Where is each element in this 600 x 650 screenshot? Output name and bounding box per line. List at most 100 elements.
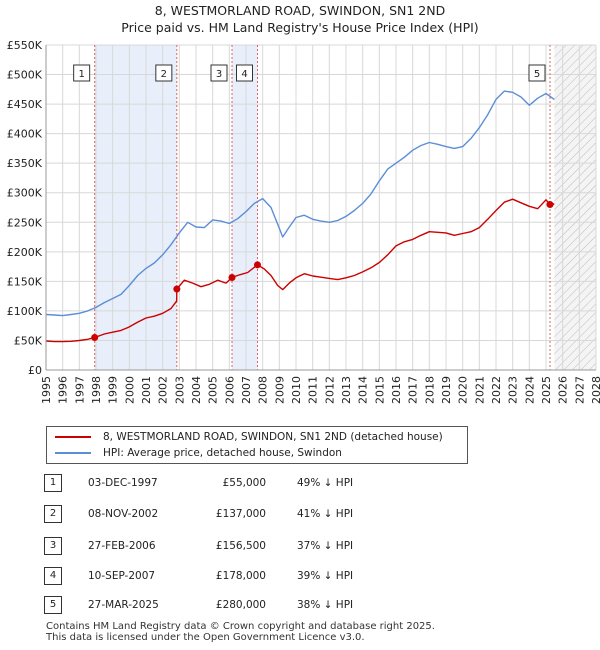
y-tick-label: £500K [7,69,43,82]
chart-legend: 8, WESTMORLAND ROAD, SWINDON, SN1 2ND (d… [46,426,468,464]
y-tick-label: £400K [7,128,43,141]
sale-point [228,274,236,282]
transaction-date: 08-NOV-2002 [88,508,159,520]
transaction-row: 5 27-MAR-2025 £280,000 38% ↓ HPI [0,596,600,616]
ownership-band [232,45,258,370]
legend-swatch-property [55,436,91,438]
transaction-price: £137,000 [215,508,266,520]
sale-label-number: 1 [78,69,84,80]
x-tick-label: 2018 [423,376,436,404]
transaction-date: 27-MAR-2025 [88,599,159,611]
x-tick-label: 2014 [357,376,370,404]
x-tick-label: 2001 [140,376,153,404]
y-tick-label: £300K [7,187,43,200]
transaction-hpi: 38% ↓ HPI [297,599,354,611]
legend-item-hpi: HPI: Average price, detached house, Swin… [55,445,342,461]
x-tick-label: 2017 [407,376,420,404]
price-chart: 1 2 3 4 5 £0 £50K £100K £150K £200K £250K £300K £35… [7,39,600,404]
sale-label-number: 4 [241,69,247,80]
transaction-number: 1 [44,474,62,492]
y-tick-label: £550K [7,39,43,52]
transaction-price: £280,000 [215,599,266,611]
legend-label-property: 8, WESTMORLAND ROAD, SWINDON, SN1 2ND (d… [103,431,443,443]
property-price-line [45,198,555,343]
x-tick-label: 2000 [123,376,136,404]
footer-attribution: Contains HM Land Registry data © Crown c… [46,621,435,643]
x-tick-label: 2020 [457,376,470,404]
x-tick-label: 2019 [440,376,453,404]
x-tick-label: 2027 [573,376,586,404]
y-tick-label: £350K [7,157,43,170]
x-tick-label: 2025 [540,376,553,404]
y-tick-label: £250K [7,216,43,229]
transaction-row: 4 10-SEP-2007 £178,000 39% ↓ HPI [0,567,600,587]
transaction-hpi: 37% ↓ HPI [297,540,354,552]
sale-label-number: 3 [216,69,222,80]
transaction-number: 4 [44,567,62,585]
x-tick-label: 1998 [90,376,103,404]
sale-label: 4 [236,64,253,82]
x-tick-label: 2010 [290,376,303,404]
footer-copyright: Contains HM Land Registry data © Crown c… [46,621,435,632]
sale-label-box [236,64,253,82]
sale-point [546,201,554,209]
legend-label-hpi: HPI: Average price, detached house, Swin… [103,447,342,459]
x-tick-label: 2028 [590,376,600,404]
transaction-date: 10-SEP-2007 [88,570,156,582]
x-tick-label: 2008 [257,376,270,404]
x-tick-label: 1999 [107,376,120,404]
sale-label-box [528,64,546,82]
legend-item-property: 8, WESTMORLAND ROAD, SWINDON, SN1 2ND (d… [55,429,443,445]
x-tick-label: 2015 [373,376,386,404]
future-hatch [554,45,596,370]
transaction-hpi: 49% ↓ HPI [297,477,354,489]
x-tick-label: 2006 [223,376,236,404]
sale-label: 5 [528,64,546,82]
x-tick-label: 1995 [40,376,53,404]
y-tick-label: £200K [7,246,43,259]
transaction-row: 1 03-DEC-1997 £55,000 49% ↓ HPI [0,474,600,494]
transaction-number: 5 [44,596,62,614]
transaction-hpi: 41% ↓ HPI [297,508,354,520]
x-tick-label: 2021 [473,376,486,404]
x-tick-label: 2023 [507,376,520,404]
sale-label-box [155,64,173,82]
x-tick-label: 1997 [73,376,86,404]
x-tick-label: 2026 [557,376,570,404]
sale-point [254,261,261,269]
transaction-row: 3 27-FEB-2006 £156,500 37% ↓ HPI [0,537,600,557]
sale-label-number: 2 [161,69,167,80]
hpi-line [45,90,555,317]
y-tick-label: £0 [28,364,42,377]
sale-label: 3 [210,64,228,82]
x-tick-label: 2016 [390,376,403,404]
x-tick-label: 2011 [307,376,320,404]
x-tick-label: 2013 [340,376,353,404]
y-tick-label: £450K [7,98,43,111]
x-tick-label: 1996 [57,376,70,404]
footer-licence: This data is licensed under the Open Gov… [46,632,365,643]
y-tick-label: £100K [7,305,43,318]
chart-subtitle: Price paid vs. HM Land Registry's House … [121,20,479,35]
transaction-price: £178,000 [215,570,266,582]
transaction-number: 3 [44,537,62,555]
x-tick-label: 2004 [190,376,203,404]
x-tick-label: 2012 [323,376,336,404]
legend-swatch-hpi [55,452,91,454]
x-tick-label: 2005 [207,376,220,404]
chart-title: 8, WESTMORLAND ROAD, SWINDON, SN1 2ND [154,3,446,18]
sale-label-box [73,64,91,82]
transaction-date: 27-FEB-2006 [88,540,156,552]
transaction-row: 2 08-NOV-2002 £137,000 41% ↓ HPI [0,505,600,525]
sale-label-box [210,64,228,82]
transaction-price: £156,500 [215,540,266,552]
y-tick-label: £150K [7,275,43,288]
transaction-number: 2 [44,505,62,523]
x-tick-label: 2022 [490,376,503,404]
x-tick-label: 2007 [240,376,253,404]
ownership-band [94,45,177,370]
sale-label-number: 5 [534,69,540,80]
sale-point [173,285,181,293]
x-tick-label: 2024 [523,376,536,404]
sale-label: 2 [155,64,173,82]
